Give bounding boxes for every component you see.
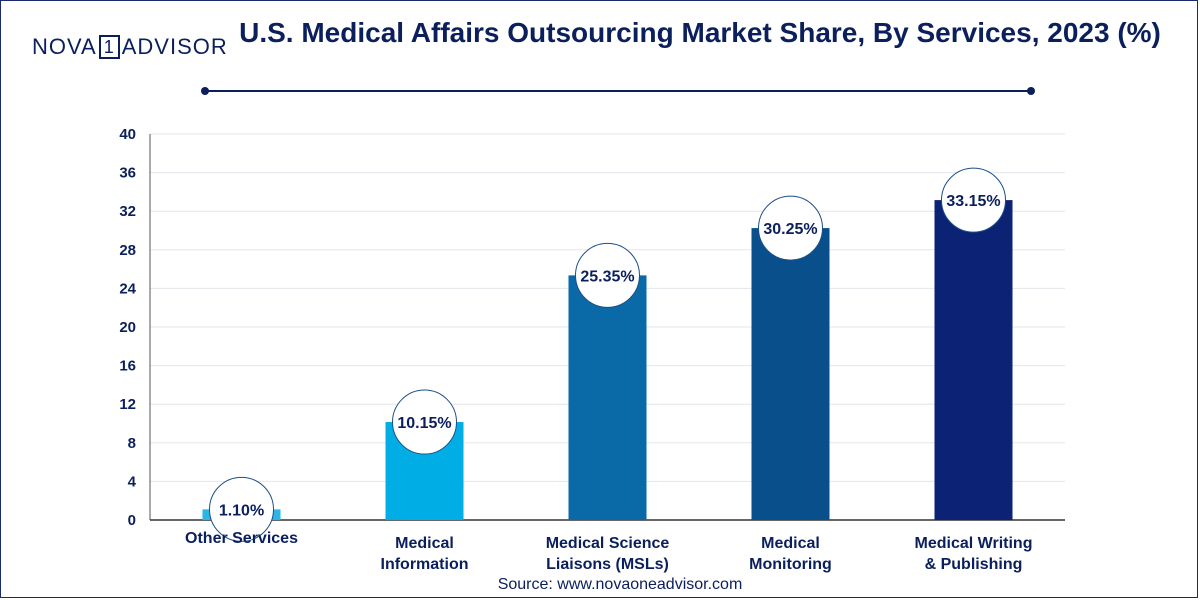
x-tick-label: & Publishing xyxy=(925,556,1023,573)
y-tick-label: 0 xyxy=(128,512,136,529)
x-tick-label: Medical Science xyxy=(546,535,670,552)
bar xyxy=(568,275,647,520)
brand-logo: NOVA 1 ADVISOR xyxy=(32,34,228,60)
title-divider xyxy=(201,87,1035,95)
data-label: 10.15% xyxy=(397,415,451,432)
x-tick-label: Medical xyxy=(395,535,454,552)
data-label: 25.35% xyxy=(580,268,634,285)
x-tick-label: Information xyxy=(381,556,469,573)
chart-title: U.S. Medical Affairs Outsourcing Market … xyxy=(239,17,1161,48)
y-tick-label: 16 xyxy=(119,358,136,375)
bar xyxy=(934,200,1013,521)
data-label: 30.25% xyxy=(763,221,817,238)
x-tick-label: Liaisons (MSLs) xyxy=(546,556,669,573)
source-text: Source: www.novaoneadvisor.com xyxy=(497,576,743,593)
brand-logo-text-advisor: ADVISOR xyxy=(121,34,228,59)
y-tick-label: 28 xyxy=(119,242,136,259)
data-label-bubble xyxy=(209,476,274,542)
y-tick-label: 12 xyxy=(119,396,136,413)
brand-logo-one-box: 1 xyxy=(98,35,120,59)
x-tick-label: Medical Writing xyxy=(915,535,1033,552)
data-label: 33.15% xyxy=(946,193,1000,210)
x-tick-label: Other Services xyxy=(185,530,298,547)
y-tick-label: 36 xyxy=(119,165,136,182)
bar xyxy=(751,228,830,520)
brand-logo-text-nova: NOVA xyxy=(32,34,97,59)
x-tick-label: Monitoring xyxy=(749,556,832,573)
y-tick-label: 4 xyxy=(128,473,137,490)
y-tick-label: 24 xyxy=(119,280,136,297)
data-label-bubble xyxy=(392,389,457,455)
data-label-bubble xyxy=(758,195,823,261)
data-label-bubble xyxy=(575,242,640,308)
y-tick-label: 32 xyxy=(119,203,136,220)
x-tick-label: Medical xyxy=(761,535,820,552)
data-label-bubble xyxy=(941,167,1006,233)
y-tick-label: 40 xyxy=(119,126,136,143)
y-tick-label: 8 xyxy=(128,435,136,452)
y-tick-label: 20 xyxy=(119,319,136,336)
data-label: 1.10% xyxy=(219,502,264,519)
